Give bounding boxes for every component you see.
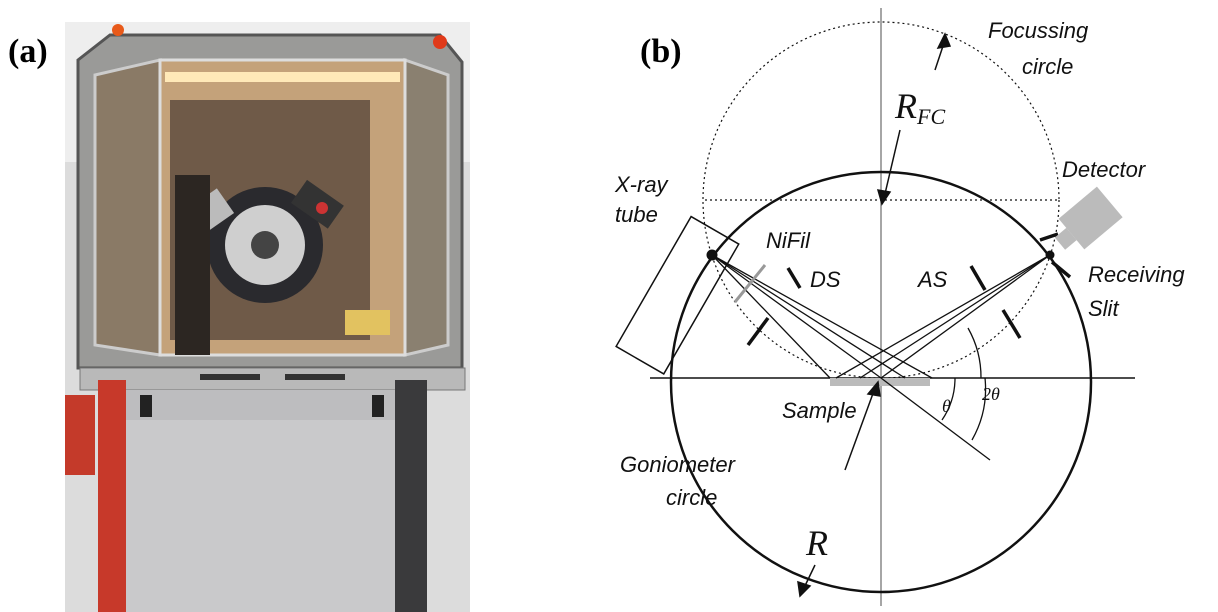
label: Detector [1062,157,1147,182]
photo [65,22,470,612]
label: θ [942,396,951,416]
label: Receiving [1088,262,1185,287]
label: 2θ [982,384,1000,404]
label: X-ray [614,172,670,197]
label: RFC [894,86,945,129]
label: circle [666,485,717,510]
label: Slit [1088,296,1119,321]
label: NiFil [766,228,811,253]
label: Goniometer [620,452,737,477]
label: Sample [782,398,857,423]
label: AS [916,267,948,292]
label: DS [810,267,841,292]
panel-label: (a) [8,33,48,70]
label: R [894,86,917,126]
label: FC [916,104,945,129]
figure: (a) [0,0,1218,612]
label: Focussing [988,18,1089,43]
diagram-labels: (b) Focussing circle RFC X-ray tube NiFi… [614,18,1185,563]
diagram [616,8,1135,606]
label: circle [1022,54,1073,79]
panel-label: (b) [640,33,682,70]
label: R [805,523,828,563]
label: tube [615,202,658,227]
